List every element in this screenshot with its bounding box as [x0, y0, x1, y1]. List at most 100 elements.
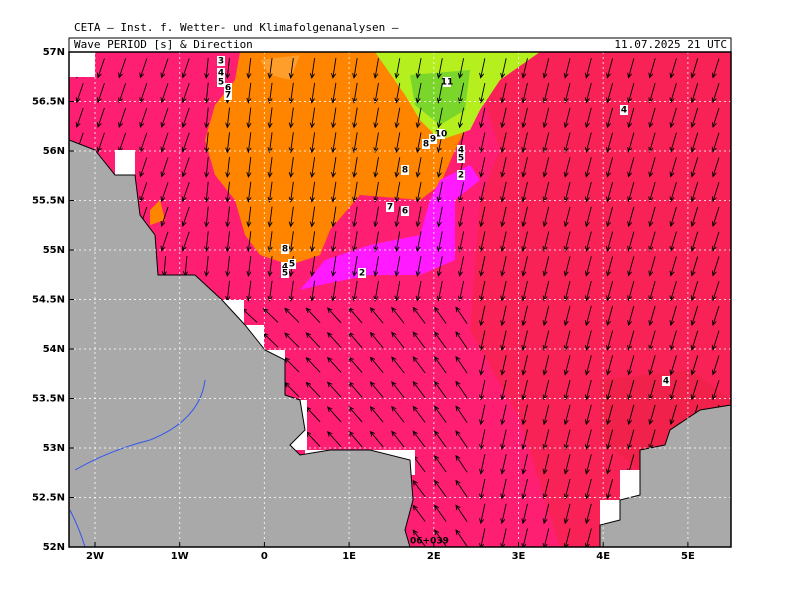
direction-arrow [246, 231, 252, 253]
direction-arrow [542, 454, 550, 475]
direction-arrow [542, 107, 550, 129]
direction-arrow [457, 58, 465, 79]
direction-arrow [648, 83, 656, 104]
direction-arrow [606, 330, 614, 351]
period-green-dark [410, 70, 470, 125]
direction-arrow [394, 157, 401, 178]
direction-arrow [352, 58, 358, 79]
direction-arrow [96, 107, 105, 128]
direction-arrow [457, 256, 465, 277]
direction-arrow [160, 206, 169, 227]
direction-arrow [542, 206, 550, 228]
direction-arrow [96, 58, 105, 79]
direction-arrow [521, 404, 528, 426]
direction-arrow [648, 305, 656, 327]
direction-arrow [415, 206, 422, 228]
direction-arrow [309, 132, 316, 154]
direction-arrow [690, 132, 699, 153]
direction-arrow [563, 355, 571, 376]
direction-arrow [204, 157, 210, 178]
direction-arrow [648, 281, 656, 302]
period-orange-spot [150, 200, 165, 225]
direction-arrow [369, 356, 384, 374]
direction-arrow [479, 355, 486, 376]
contour-label-bg [457, 170, 465, 180]
contour-label-bg [281, 244, 289, 254]
y-tick-label: 56N [43, 146, 65, 157]
direction-arrow [246, 58, 252, 79]
direction-arrow [352, 157, 358, 178]
direction-arrow [181, 107, 190, 128]
direction-arrow [331, 206, 337, 228]
direction-arrow [352, 206, 358, 228]
direction-arrow [225, 206, 231, 228]
direction-arrow [246, 280, 252, 302]
direction-arrow [181, 206, 190, 227]
direction-arrow [542, 82, 550, 104]
direction-arrow [225, 58, 231, 79]
map-title: Wave PERIOD [s] & Direction [74, 38, 253, 51]
direction-arrow [391, 331, 405, 349]
direction-arrow [118, 83, 127, 104]
direction-arrow [331, 58, 337, 79]
direction-arrow [412, 430, 426, 448]
direction-arrow [606, 305, 614, 327]
map-date: 11.07.2025 21 UTC [614, 38, 727, 51]
direction-arrow [352, 107, 358, 129]
direction-arrow [267, 82, 273, 104]
contour-label-bg [217, 56, 225, 66]
contour-label: 4 [663, 377, 669, 387]
contour-label-bg [429, 134, 437, 144]
direction-arrow [331, 82, 337, 104]
direction-arrow [584, 454, 592, 475]
direction-arrow [606, 231, 614, 252]
direction-arrow [584, 305, 592, 327]
direction-arrow [521, 478, 528, 500]
direction-arrow [412, 504, 426, 522]
direction-arrow [584, 404, 592, 426]
direction-arrow [521, 58, 528, 79]
direction-arrow [521, 256, 528, 277]
direction-arrow [204, 58, 210, 79]
contour-label-bg [662, 376, 670, 386]
grid [69, 52, 731, 547]
direction-arrow [457, 107, 465, 129]
direction-arrow [500, 231, 507, 253]
direction-arrow [455, 454, 468, 473]
direction-arrow [479, 404, 486, 426]
direction-arrow [627, 305, 635, 327]
direction-arrow [246, 107, 252, 129]
direction-arrow [584, 82, 592, 104]
direction-arrow [455, 331, 468, 349]
direction-arrow [711, 305, 720, 327]
direction-arrow [627, 429, 635, 450]
direction-arrow [373, 280, 379, 302]
direction-arrow [160, 58, 169, 79]
direction-arrow [246, 82, 252, 104]
direction-arrow [521, 231, 528, 253]
direction-arrow [457, 280, 465, 302]
direction-arrow [500, 429, 507, 451]
direction-arrow [563, 330, 571, 351]
contour-label: 11 [441, 78, 454, 88]
y-tick-label: 54N [43, 344, 65, 355]
direction-arrow [669, 305, 677, 327]
direction-arrow [711, 182, 720, 203]
direction-arrow [139, 83, 148, 104]
direction-arrow [669, 107, 677, 129]
direction-arrow [391, 306, 405, 324]
direction-arrow [479, 528, 486, 547]
direction-arrow [394, 256, 401, 277]
direction-arrow [436, 82, 443, 104]
direction-arrow [412, 331, 426, 349]
direction-arrow [204, 231, 210, 253]
direction-arrow [711, 281, 720, 302]
direction-arrow [648, 404, 656, 426]
direction-arrow [690, 231, 699, 252]
direction-arrow [225, 132, 231, 154]
y-tick-label: 57N [43, 47, 65, 58]
direction-arrow [690, 182, 699, 203]
direction-arrow [690, 256, 699, 277]
direction-arrow [352, 82, 358, 104]
